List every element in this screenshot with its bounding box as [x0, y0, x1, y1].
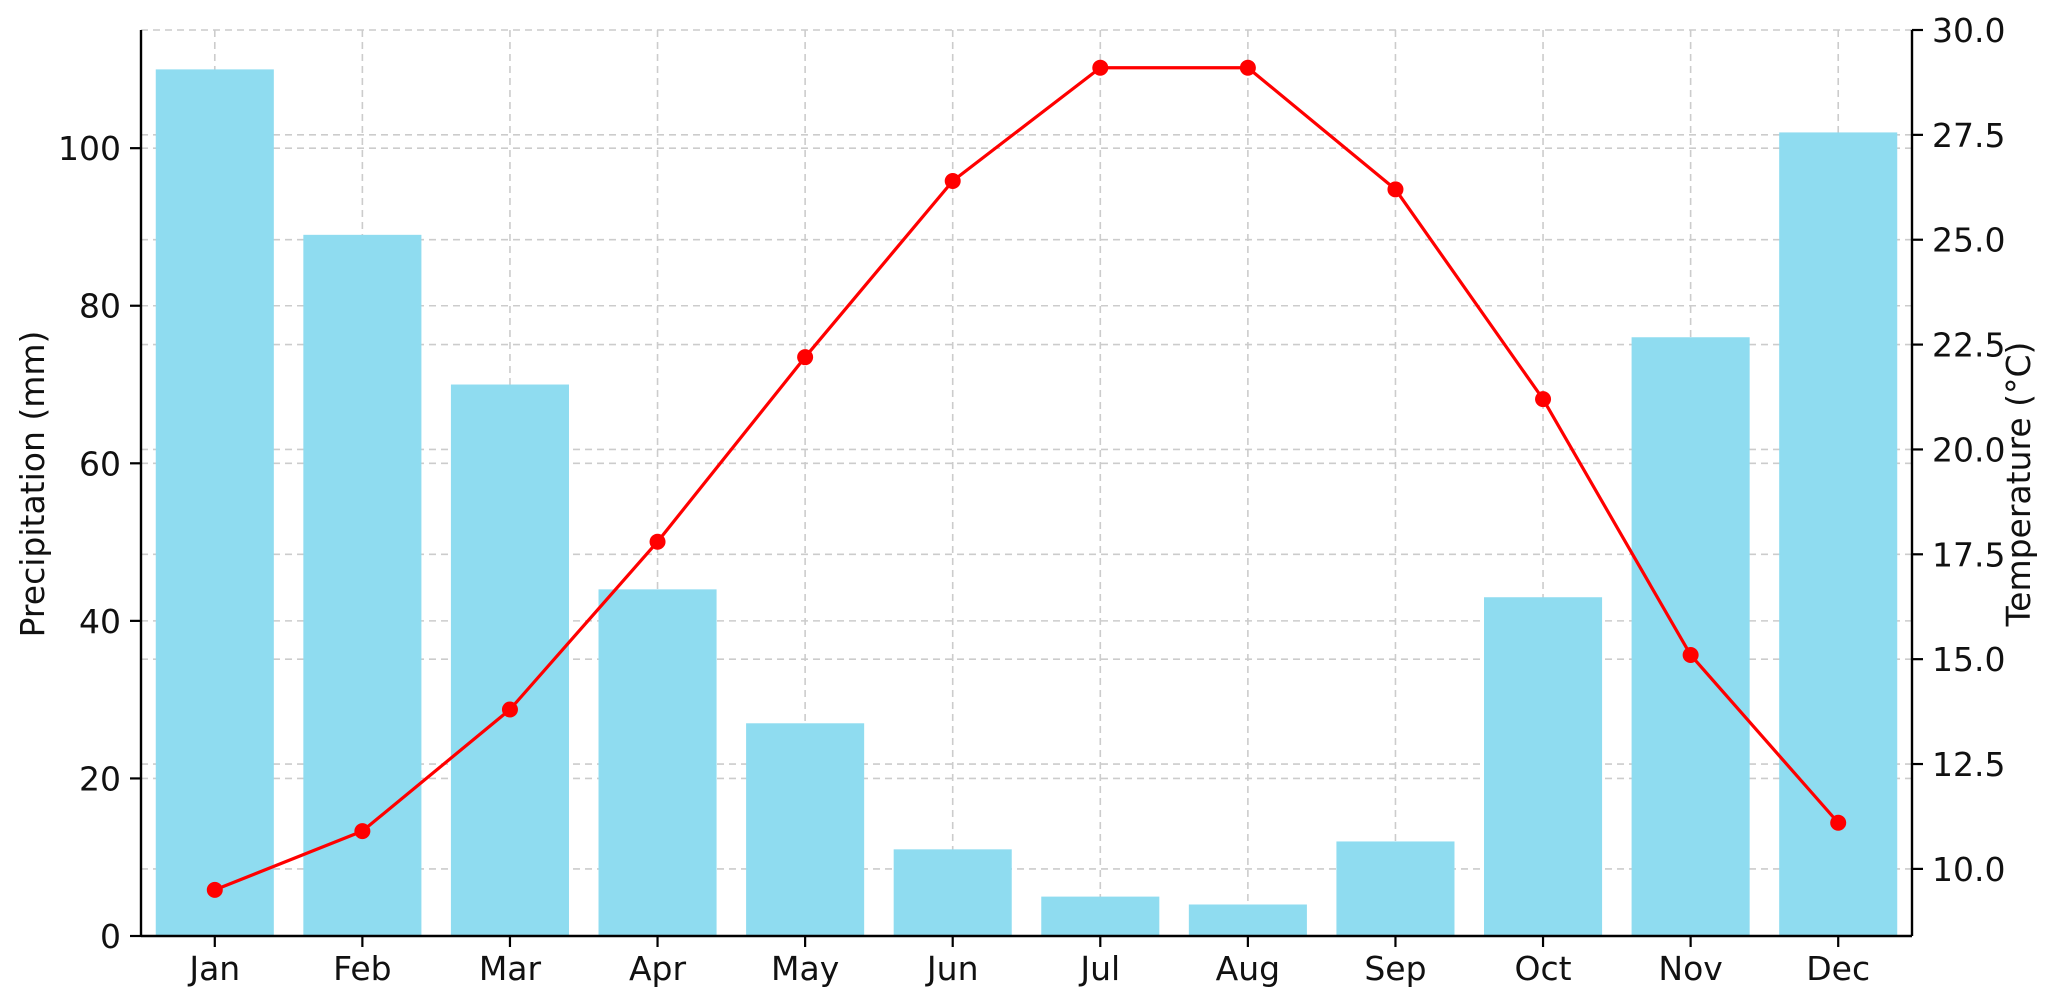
temperature-point-jan	[206, 881, 223, 898]
x-tick-label-apr: Apr	[629, 949, 687, 988]
bar-mar	[450, 384, 569, 936]
temperature-point-aug	[1239, 59, 1256, 76]
y-tick-label: 0	[100, 917, 121, 956]
x-tick-label-aug: Aug	[1216, 949, 1280, 988]
bar-aug	[1188, 904, 1307, 936]
temperature-point-jul	[1092, 59, 1109, 76]
bar-sep	[1336, 841, 1455, 936]
x-tick-label-jan: Jan	[187, 949, 240, 988]
bars-layer	[155, 69, 1898, 937]
temperature-point-mar	[501, 701, 518, 718]
y-tick-label: 80	[79, 287, 121, 326]
y2-tick-label: 12.5	[1932, 745, 2005, 784]
y2-tick-label: 10.0	[1932, 850, 2005, 889]
temperature-point-feb	[354, 823, 371, 840]
x-tick-label-dec: Dec	[1806, 949, 1870, 988]
bar-jul	[1041, 896, 1160, 936]
temperature-point-jun	[944, 173, 961, 189]
y-tick-label: 40	[79, 602, 121, 641]
x-tick-label-oct: Oct	[1515, 949, 1572, 988]
y2-tick-label: 30.0	[1932, 11, 2005, 50]
ticks-layer: 0 20 40 60 80 100 10.0 12.5 15.0 17.5 20.0 22.5 25.0…	[58, 11, 2005, 988]
bar-may	[746, 723, 865, 936]
y2-tick-label: 17.5	[1932, 535, 2005, 574]
temperature-point-apr	[649, 533, 666, 550]
y2-tick-label: 25.0	[1932, 221, 2005, 260]
bar-oct	[1484, 597, 1603, 936]
temperature-line	[214, 66, 1840, 892]
x-tick-label-sep: Sep	[1364, 949, 1426, 988]
temperature-point-may	[797, 349, 814, 366]
y-tick-label: 100	[58, 129, 121, 168]
y2-tick-label: 15.0	[1932, 640, 2005, 679]
axes-layer	[139, 30, 1914, 938]
y-axis-label: Precipitation (mm)	[13, 331, 52, 638]
bar-apr	[598, 589, 717, 936]
temperature-point-oct	[1535, 391, 1552, 408]
x-tick-label-may: May	[771, 949, 839, 988]
y2-tick-label: 22.5	[1932, 326, 2005, 365]
x-tick-label-feb: Feb	[333, 949, 391, 988]
x-tick-label-jun: Jun	[925, 949, 979, 988]
y2-tick-label: 27.5	[1932, 116, 2005, 155]
bar-dec	[1779, 132, 1898, 937]
temperature-point-nov	[1682, 646, 1699, 663]
bar-feb	[303, 234, 422, 936]
line-layer	[206, 59, 1847, 898]
bar-jan	[155, 69, 274, 937]
y-tick-label: 60	[79, 444, 121, 483]
x-tick-label-nov: Nov	[1658, 949, 1722, 988]
bar-nov	[1631, 337, 1750, 936]
x-tick-label-jul: Jul	[1078, 949, 1120, 988]
y2-tick-label: 20.0	[1932, 430, 2005, 469]
x-tick-label-mar: Mar	[479, 949, 542, 988]
y2-axis-label: Temperature (°C)	[1999, 342, 2038, 628]
y-tick-label: 20	[79, 759, 121, 798]
temperature-point-dec	[1830, 814, 1847, 831]
temperature-point-sep	[1387, 181, 1404, 198]
bar-jun	[893, 849, 1012, 936]
